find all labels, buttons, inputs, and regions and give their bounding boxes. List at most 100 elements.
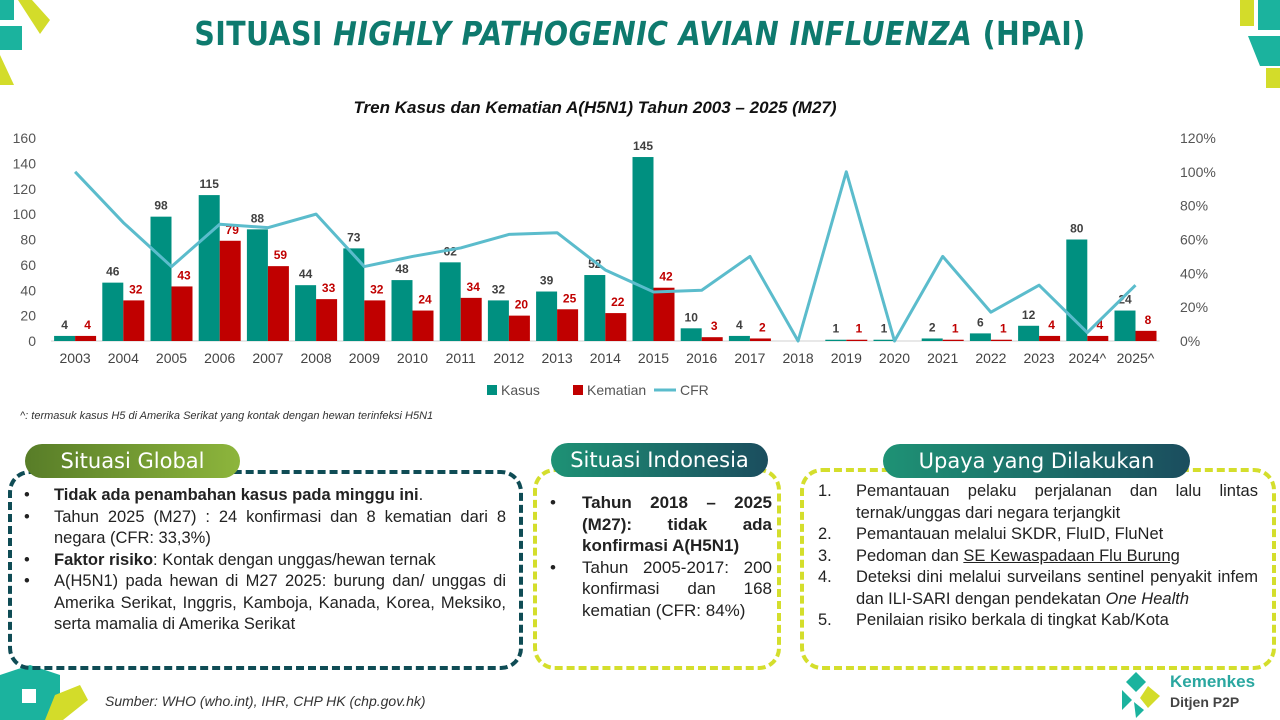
- se-kewaspadaan-link[interactable]: SE Kewaspadaan Flu Burung: [963, 546, 1180, 565]
- list-item: • Faktor risiko: Kontak dengan unggas/hew…: [24, 550, 436, 569]
- data-label-kasus: 2: [929, 320, 936, 334]
- bar-kasus: [825, 339, 847, 341]
- data-label-kasus: 115: [200, 177, 220, 191]
- kemenkes-logo-icon: [1122, 672, 1160, 718]
- data-label-kematian: 4: [1096, 318, 1103, 332]
- bar-kematian: [846, 339, 868, 341]
- bar-kasus: [1066, 239, 1088, 341]
- corner-decoration-top-right: [1240, 0, 1280, 88]
- bar-kematian: [171, 286, 193, 341]
- list-item: 5. Penilaian risiko berkala di tingkat Ka…: [818, 611, 1169, 629]
- y-tick-label: 60: [20, 257, 36, 273]
- y2-tick-label: 80%: [1180, 198, 1208, 214]
- data-label-kasus: 39: [540, 274, 554, 288]
- x-tick-label: 2006: [204, 350, 235, 366]
- list-item: 4. Deteksi dini melalui surveilans sentin…: [818, 568, 1258, 608]
- bar-kematian: [701, 337, 723, 341]
- actions-heading: Upaya yang Dilakukan: [883, 444, 1190, 478]
- bar-kasus: [584, 275, 606, 341]
- bar-kasus: [632, 157, 654, 341]
- bar-kematian: [412, 310, 434, 341]
- legend-kasus-swatch: [487, 385, 497, 395]
- bar-kematian: [990, 339, 1012, 341]
- global-situation-list: • Tidak ada penambahan kasus pada minggu …: [24, 485, 506, 636]
- indonesia-situation-list: • Tahun 2018 – 2025 (M27): tidak ada konf…: [550, 492, 772, 621]
- data-label-kasus: 24: [1118, 293, 1132, 307]
- data-label-kematian: 22: [611, 295, 625, 309]
- x-tick-label: 2005: [156, 350, 187, 366]
- bar-kasus: [102, 282, 124, 341]
- page-title: SITUASI HIGHLY PATHOGENIC AVIAN INFLUENZ…: [194, 14, 1086, 53]
- legend-kasus-label: Kasus: [501, 382, 540, 398]
- corner-decoration-bottom-left: [0, 665, 88, 720]
- bar-kasus: [536, 291, 558, 341]
- bar-kasus: [343, 248, 365, 341]
- x-tick-label: 2003: [60, 350, 91, 366]
- data-label-kasus: 88: [251, 211, 265, 225]
- x-tick-label: 2024^: [1068, 350, 1106, 366]
- x-tick-label: 2018: [783, 350, 814, 366]
- y-tick-label: 120: [13, 181, 37, 197]
- x-tick-label: 2015: [638, 350, 669, 366]
- logo-subtitle: Ditjen P2P: [1170, 694, 1240, 710]
- data-label-kematian: 24: [418, 293, 432, 307]
- data-label-kasus: 32: [492, 282, 506, 296]
- data-label-kematian: 1: [855, 322, 862, 336]
- x-tick-label: 2021: [927, 350, 958, 366]
- bar-kasus: [54, 335, 76, 341]
- data-label-kematian: 33: [322, 281, 336, 295]
- data-label-kasus: 80: [1070, 222, 1084, 236]
- bar-kasus: [680, 328, 702, 341]
- x-tick-label: 2012: [493, 350, 524, 366]
- list-item: 2. Pemantauan melalui SKDR, FluID, FluNet: [818, 525, 1164, 543]
- y-tick-label: 40: [20, 282, 36, 298]
- data-label-kasus: 44: [299, 267, 313, 281]
- bar-kematian: [749, 338, 771, 341]
- list-item: • Tahun 2025 (M27) : 24 konfirmasi dan 8 …: [24, 507, 506, 548]
- bar-kematian: [267, 266, 289, 341]
- x-tick-label: 2022: [975, 350, 1006, 366]
- x-tick-label: 2007: [252, 350, 283, 366]
- chart-title: Tren Kasus dan Kematian A(H5N1) Tahun 20…: [353, 98, 837, 117]
- source-note: Sumber: WHO (who.int), IHR, CHP HK (chp.…: [105, 693, 426, 709]
- bar-kematian: [219, 240, 241, 341]
- bar-kematian: [605, 313, 627, 341]
- legend-kematian-swatch: [573, 385, 583, 395]
- y-tick-label: 140: [13, 155, 37, 171]
- bar-kematian: [123, 300, 145, 341]
- bar-kasus: [728, 335, 750, 341]
- y-tick-label: 20: [20, 308, 36, 324]
- data-label-kematian: 34: [467, 280, 481, 294]
- bar-kasus: [246, 229, 268, 341]
- bar-kasus: [487, 300, 509, 341]
- data-label-kematian: 42: [659, 270, 673, 284]
- data-label-kematian: 1: [1000, 322, 1007, 336]
- y-tick-label: 100: [13, 206, 37, 222]
- y-tick-label: 0: [28, 333, 36, 349]
- y2-tick-label: 20%: [1180, 299, 1208, 315]
- data-label-kematian: 4: [84, 318, 91, 332]
- y2-tick-label: 60%: [1180, 232, 1208, 248]
- x-tick-label: 2014: [590, 350, 621, 366]
- data-label-kasus: 98: [154, 199, 168, 213]
- bar-kasus: [1018, 325, 1040, 341]
- data-label-kematian: 4: [1048, 318, 1055, 332]
- bar-kasus: [198, 195, 220, 341]
- data-label-kematian: 32: [129, 282, 143, 296]
- data-label-kematian: 2: [759, 320, 766, 334]
- bar-kasus: [1114, 310, 1136, 341]
- x-tick-label: 2010: [397, 350, 428, 366]
- chart-footnote: ^: termasuk kasus H5 di Amerika Serikat …: [20, 410, 434, 422]
- bar-kematian: [1039, 335, 1061, 341]
- bar-kematian: [75, 335, 97, 341]
- legend-cfr-label: CFR: [680, 382, 709, 398]
- y2-tick-label: 100%: [1180, 164, 1216, 180]
- x-tick-label: 2016: [686, 350, 717, 366]
- list-item: 3. Pedoman dan SE Kewaspadaan Flu Burung: [818, 546, 1180, 565]
- legend-kematian-label: Kematian: [587, 382, 646, 398]
- data-label-kasus: 10: [685, 310, 699, 324]
- data-label-kematian: 25: [563, 291, 577, 305]
- x-tick-label: 2020: [879, 350, 910, 366]
- data-label-kematian: 1: [952, 322, 959, 336]
- bar-kematian: [316, 299, 338, 341]
